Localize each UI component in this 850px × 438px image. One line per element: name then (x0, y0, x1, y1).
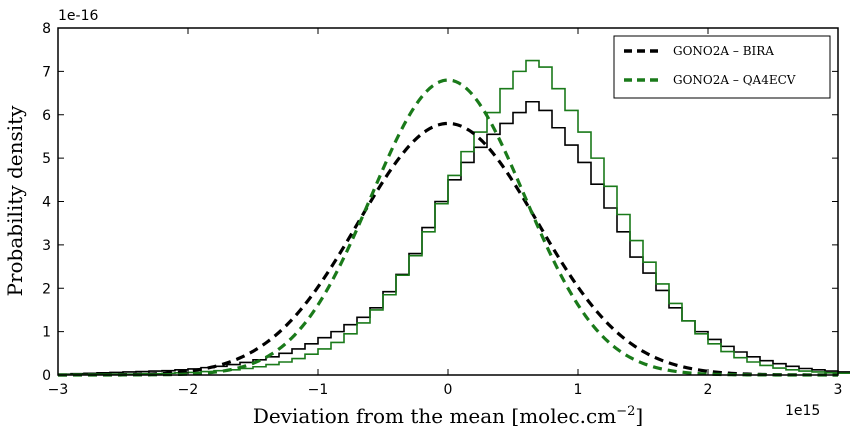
y-tick-label: 6 (42, 108, 51, 124)
x-offset-text: 1e15 (785, 403, 820, 419)
fit-curve-bira (58, 121, 838, 377)
y-tick-label: 5 (42, 151, 51, 167)
legend-label-qa4ecv: GONO2A – QA4ECV (673, 73, 796, 87)
plot-area (58, 59, 850, 377)
x-tick-label: −2 (178, 382, 199, 398)
y-tick-label: 2 (42, 281, 51, 297)
y-tick-label: 8 (42, 21, 51, 37)
x-axis-title-superscript: −2 (616, 404, 635, 419)
histogram-bira (58, 100, 850, 375)
y-tick-label: 4 (42, 195, 51, 211)
y-tick-label: 1 (42, 325, 51, 341)
x-tick-label: 1 (574, 382, 583, 398)
x-tick-label: 0 (444, 382, 453, 398)
x-axis-title: Deviation from the mean [molec.cm−2] (253, 404, 643, 428)
y-tick-label: 7 (42, 64, 51, 80)
x-tick-label: −1 (308, 382, 329, 398)
legend-box (613, 35, 831, 99)
x-tick-label: 2 (704, 382, 713, 398)
legend-label-bira: GONO2A – BIRA (673, 44, 774, 58)
y-tick-label: 3 (42, 238, 51, 254)
histogram-qa4ecv (58, 59, 850, 376)
y-axis-title: Probability density (3, 105, 27, 297)
axes: −3 −2 −1 0 1 2 3 0 1 2 3 4 5 6 7 8 (42, 21, 842, 398)
y-offset-text: 1e-16 (58, 8, 98, 24)
x-tick-label: −3 (48, 382, 69, 398)
x-tick-label: 3 (834, 382, 843, 398)
y-tick-label: 0 (42, 368, 51, 384)
legend: GONO2A – BIRA GONO2A – QA4ECV (613, 35, 831, 99)
fit-curve-qa4ecv (58, 78, 838, 377)
